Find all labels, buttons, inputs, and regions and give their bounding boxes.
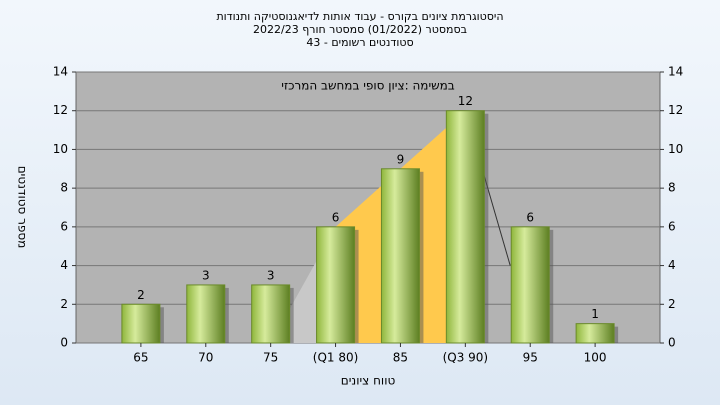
y-tick-label: 14 [53,65,68,79]
bar [380,168,420,344]
y-axis-label: מספר סטודנטים [16,166,30,249]
data-label: 12 [458,94,473,108]
y2-tick-label: 10 [668,142,683,156]
data-label: 6 [526,210,534,224]
annotation: במשימה :ציון סופי במחשב המרכזי [281,79,455,93]
data-label: 6 [332,210,340,224]
y-tick-label: 6 [60,219,68,233]
x-tick-label: 95 [523,351,538,365]
bar [575,323,615,344]
y2-tick-label: 2 [668,297,676,311]
bar [510,226,550,344]
y-tick-label: 2 [60,297,68,311]
y2-tick-label: 8 [668,181,676,195]
bar [121,303,161,344]
bar [445,110,485,344]
y2-tick-label: 14 [668,65,683,79]
x-tick-label: 100 [584,351,607,365]
data-label: 1 [591,307,599,321]
data-label: 2 [137,288,145,302]
y2-tick-label: 4 [668,258,676,272]
x-tick-label: 85 [393,351,408,365]
y2-tick-label: 0 [668,336,676,350]
data-label: 9 [397,152,405,166]
chart-title: היסטוגרמת ציונים בקורס - עבוד אותות לדיא… [216,10,503,23]
chart-title: בסמסטר (01/2022) סמסטר חורף 2022/23 [253,23,467,36]
x-tick-label: (Q3 90) [443,351,489,365]
y-tick-label: 4 [60,258,68,272]
chart-title: סטודנטים רשומים - 43 [306,36,413,49]
y2-tick-label: 12 [668,103,683,117]
y2-tick-label: 6 [668,219,676,233]
x-axis-label: טווח ציונים [341,374,396,388]
y-tick-label: 10 [53,142,68,156]
bar [251,284,291,344]
data-label: 3 [267,268,275,282]
x-tick-label: (Q1 80) [313,351,359,365]
bar [316,226,356,344]
y-tick-label: 12 [53,103,68,117]
x-tick-label: 75 [263,351,278,365]
x-tick-label: 70 [198,351,213,365]
bar [186,284,226,344]
x-tick-label: 65 [133,351,148,365]
y-tick-label: 0 [60,336,68,350]
data-label: 3 [202,268,210,282]
y-tick-label: 8 [60,181,68,195]
